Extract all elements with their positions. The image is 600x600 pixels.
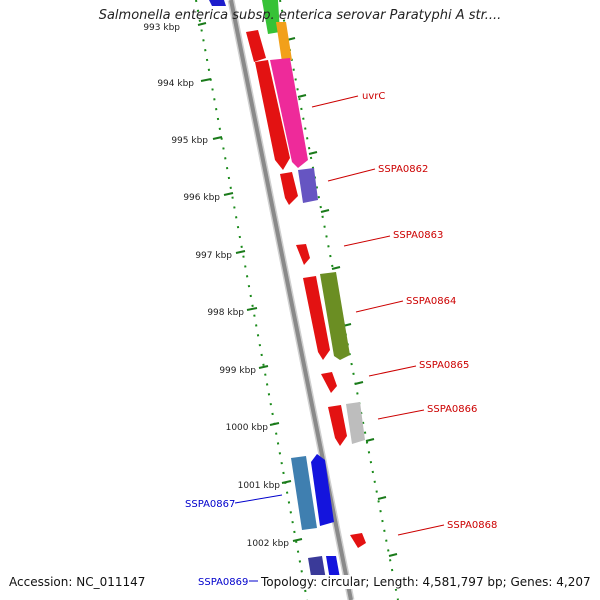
tick-label-996: 996 kbp	[183, 193, 220, 203]
right-dotted-guide	[279, 0, 399, 600]
gene-label-sspa0867: SSPA0867	[185, 499, 235, 510]
gene-block	[326, 556, 340, 580]
gene-label-sspa0865: SSPA0865	[419, 360, 469, 371]
map-title: Salmonella enterica subsp. enterica sero…	[98, 8, 502, 23]
tick-label-993: 993 kbp	[143, 23, 180, 33]
gene-label-sspa0869: SSPA0869	[198, 577, 248, 588]
tick-label-1002: 1002 kbp	[247, 539, 290, 549]
tick-label-995: 995 kbp	[171, 136, 208, 146]
gene-label-sspa0864: SSPA0864	[406, 296, 456, 307]
gene-block	[320, 272, 350, 360]
tick-label-994: 994 kbp	[157, 79, 194, 89]
forward-gene-track	[209, 0, 366, 548]
left-dotted-guide	[195, 0, 308, 600]
gene-block	[291, 456, 317, 530]
gene-label-sspa0868: SSPA0868	[447, 520, 497, 531]
gene-block	[328, 405, 347, 446]
gene-block	[262, 0, 280, 34]
tick-label-1000: 1000 kbp	[226, 423, 269, 433]
tick-label-998: 998 kbp	[207, 308, 244, 318]
gene-block	[209, 0, 226, 6]
gene-block	[246, 30, 266, 62]
gene-block	[276, 22, 292, 62]
gene-label-sspa0863: SSPA0863	[393, 230, 443, 241]
gene-block	[298, 168, 318, 203]
tick-label-997: 997 kbp	[195, 251, 232, 261]
gene-block	[321, 372, 337, 393]
gene-label-sspa0866: SSPA0866	[427, 404, 477, 415]
gene-label-uvrC: uvrC	[362, 91, 385, 102]
gene-block	[346, 402, 365, 444]
tick-label-1001: 1001 kbp	[238, 481, 281, 491]
gene-label-sspa0862: SSPA0862	[378, 164, 428, 175]
gene-block	[311, 454, 334, 526]
tick-label-999: 999 kbp	[219, 366, 256, 376]
accession-text: Accession: NC_011147	[9, 575, 146, 589]
gene-block	[296, 244, 310, 265]
backbone-line	[229, 0, 353, 600]
gene-block	[270, 58, 308, 168]
label-leaders	[234, 95, 445, 582]
gene-block	[255, 60, 290, 170]
genome-summary-text: Topology: circular; Length: 4,581,797 bp…	[261, 575, 591, 589]
reverse-gene-track	[291, 454, 340, 582]
function-gene-track	[262, 0, 365, 444]
gene-block	[350, 533, 366, 548]
gene-block	[280, 172, 298, 205]
gene-block	[303, 276, 330, 360]
